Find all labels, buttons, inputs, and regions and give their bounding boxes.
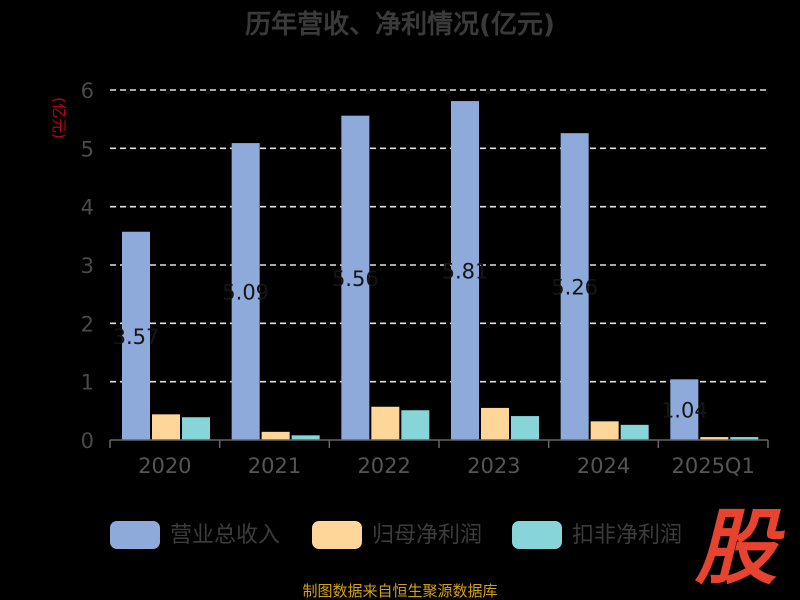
data-label: 3.57 [113, 325, 160, 349]
bar-3 [401, 410, 430, 440]
bar-1 [341, 115, 370, 441]
bar-2 [261, 431, 290, 440]
bar-3 [291, 435, 320, 440]
bar-2 [481, 407, 509, 440]
bar-3 [730, 437, 759, 440]
y-tick-label: 0 [81, 429, 94, 453]
bar-1 [122, 231, 150, 440]
y-tick-label: 3 [81, 254, 94, 278]
x-axis-ticks: 2020 2021 2022 2023 2024 2025Q1 [138, 454, 755, 478]
data-labels: 3.57 5.09 5.56 5.81 5.26 1.04 [113, 260, 708, 423]
bar-2 [152, 414, 180, 440]
x-tick-label: 2024 [577, 454, 630, 478]
bar-1 [451, 101, 479, 440]
legend-label: 扣非净利润 [572, 523, 682, 548]
legend-label: 营业总收入 [170, 523, 280, 548]
data-label: 5.26 [551, 276, 598, 300]
chart-logo: 股 [694, 501, 785, 596]
data-label: 5.09 [222, 281, 269, 305]
bar-3 [182, 417, 210, 440]
y-tick-label: 2 [81, 312, 94, 336]
y-tick-label: 5 [81, 137, 94, 161]
legend-item: 扣非净利润 [512, 521, 682, 549]
data-label: 5.81 [442, 260, 489, 284]
legend-label: 归母净利润 [372, 523, 482, 548]
gridlines [110, 89, 768, 383]
y-tick-label: 1 [81, 371, 94, 395]
legend-swatch [312, 521, 362, 549]
x-tick-label: 2021 [248, 454, 301, 478]
bar-2 [590, 421, 619, 440]
y-tick-label: 4 [81, 196, 94, 220]
bar-3 [620, 424, 649, 440]
y-axis-unit-label: (亿元) [50, 97, 68, 139]
x-tick-label: 2025Q1 [671, 454, 754, 478]
bar-3 [511, 416, 539, 440]
y-axis-ticks: 0 1 2 3 4 5 6 [81, 79, 94, 453]
x-tick-label: 2023 [467, 454, 520, 478]
legend-swatch [512, 521, 562, 549]
footer-source: 制图数据来自恒生聚源数据库 [302, 582, 497, 600]
bar-1 [231, 143, 260, 441]
data-label: 5.56 [332, 267, 379, 291]
bar-2 [371, 406, 400, 440]
x-axis [109, 439, 769, 448]
x-tick-label: 2020 [138, 454, 191, 478]
legend-swatch [110, 521, 160, 549]
legend-item: 归母净利润 [312, 521, 482, 549]
bar-1 [670, 379, 699, 440]
legend: 营业总收入 归母净利润 扣非净利润 [110, 521, 682, 549]
y-tick-label: 6 [81, 79, 94, 103]
bars [122, 101, 759, 441]
bar-1 [560, 133, 589, 440]
x-tick-label: 2022 [357, 454, 410, 478]
data-label: 1.04 [661, 399, 708, 423]
bar-2 [700, 437, 729, 440]
chart-title: 历年营收、净利情况(亿元) [245, 9, 555, 40]
legend-item: 营业总收入 [110, 521, 280, 549]
